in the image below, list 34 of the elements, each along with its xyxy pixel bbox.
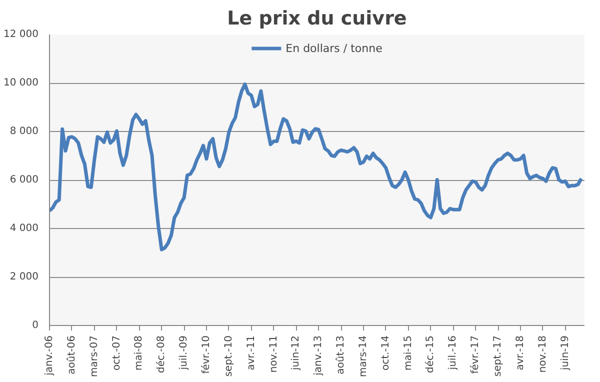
y-tick-label: 4 000: [10, 223, 39, 234]
x-tick-label: févr.-10: [200, 336, 212, 374]
x-tick-label: août-13: [336, 335, 347, 374]
y-tick-label: 2 000: [10, 272, 39, 282]
y-tick-label: 0: [32, 320, 39, 331]
x-tick-label: nov.-18: [537, 336, 548, 373]
x-tick-label: mai-15: [402, 335, 414, 370]
y-tick-label: 10 000: [4, 78, 39, 88]
x-tick-label: mai-08: [134, 335, 145, 370]
y-tick-label: 12 000: [4, 29, 39, 40]
y-tick-label: 6 000: [10, 174, 39, 186]
chart-title: Le prix du cuivre: [227, 8, 407, 30]
x-tick-label: août-06: [66, 335, 78, 374]
line-series: [50, 82, 584, 252]
x-tick-label: juil.-16: [448, 335, 459, 371]
x-tick-label: juin-12: [290, 335, 302, 372]
legend-label: En dollars / tonne: [286, 42, 382, 54]
x-tick-label: oct.-07: [111, 335, 122, 371]
x-tick-label: avr.-18: [514, 335, 526, 370]
x-tick-label: janv.-06: [44, 335, 55, 376]
x-tick-label: janv.-13: [313, 335, 324, 376]
x-tick-label: sept.-17: [492, 335, 504, 377]
x-tick-label: déc.-15: [425, 335, 436, 374]
x-tick-label: mars-14: [358, 335, 369, 378]
x-tick-label: oct.-14: [380, 335, 392, 371]
y-tick-label: 8 000: [10, 126, 39, 137]
x-tick-label: févr.-17: [470, 336, 482, 374]
x-tick-label: nov.-11: [268, 336, 280, 373]
x-tick-label: sept.-10: [223, 335, 234, 377]
x-tick-label: mars-07: [88, 335, 100, 378]
x-tick-label: juin-19: [560, 335, 571, 372]
x-tick-label: avr.-11: [246, 335, 257, 370]
x-tick-label: juil.-09: [178, 335, 190, 371]
x-tick-label: déc.-08: [156, 335, 168, 374]
